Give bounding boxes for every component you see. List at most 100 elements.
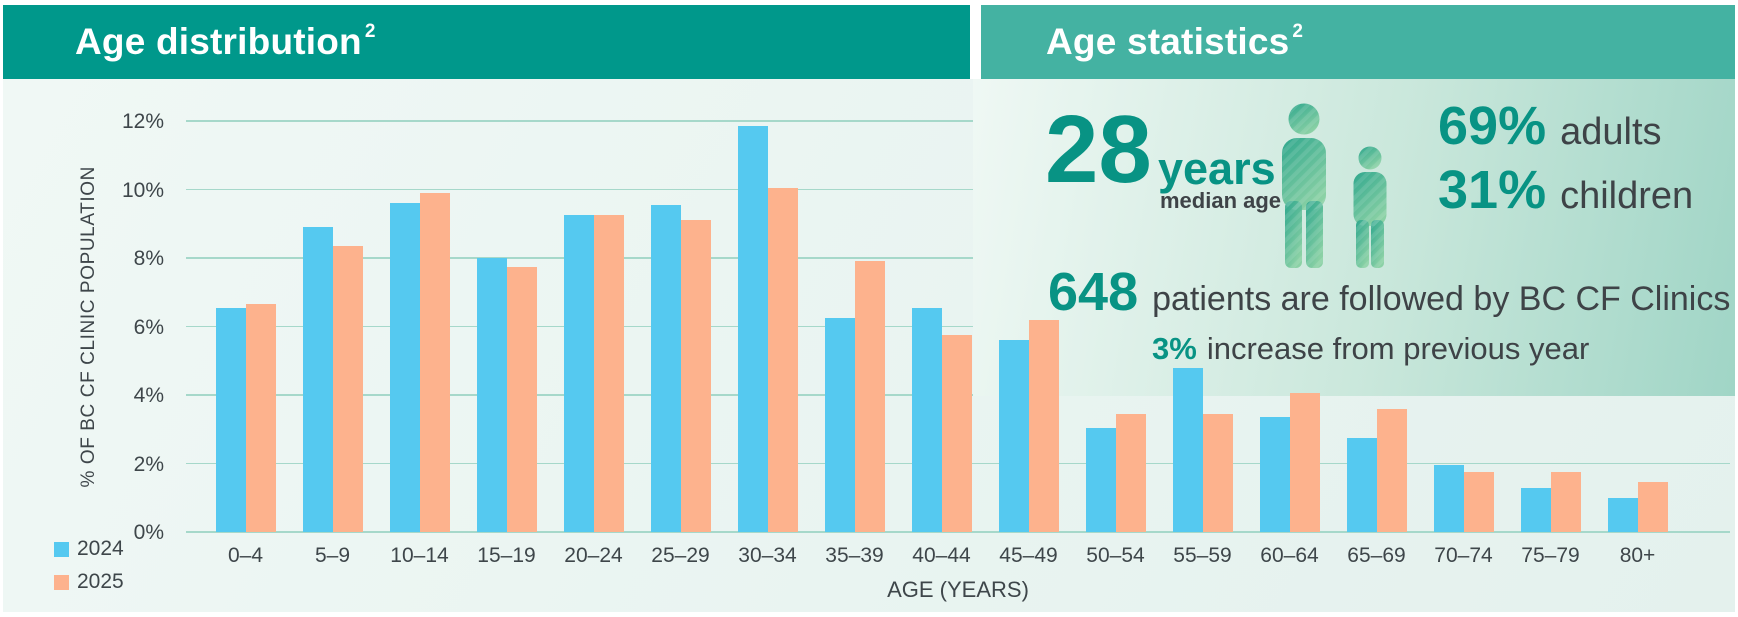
bar-group-15–19 [463,258,550,532]
bar-2024-35–39 [824,317,855,532]
x-axis-title: AGE (YEARS) [887,577,1029,602]
x-axis-tick-labels: 0–4 5–9 10–14 15–19 20–24 25–29 30–34 35–39 40–4… [186,544,1730,568]
x-tick-label: 40–44 [912,544,971,567]
bar-2025-5–9 [332,246,363,532]
increase-percentage: 3% [1152,331,1197,366]
children-label: children [1560,175,1694,217]
x-tick-label: 65–69 [1347,544,1406,567]
children-percentage: 31% [1438,160,1547,220]
x-tick-label: 0–4 [227,544,264,567]
bar-group-20–24 [550,215,637,532]
increase-label: increase from previous year [1206,331,1590,366]
age-distribution-title: Age distribution [75,21,362,62]
bar-group-65–69 [1333,408,1420,532]
bar-group-5–9 [289,227,376,532]
bar-2025-25–29 [680,220,711,532]
gridline-0pct [186,531,1730,533]
patients-count-label: patients are followed by BC CF Clinics [1152,280,1731,318]
adults-label: adults [1560,111,1662,153]
children-row: 31% children [1438,159,1694,220]
age-distribution-header: Age distribution 2 [3,5,970,79]
adults-percentage: 69% [1438,96,1547,156]
age-statistics-title: Age statistics [1046,21,1290,62]
age-statistics-footnote-superscript: 2 [1292,21,1303,42]
legend-swatch-2024 [54,541,69,557]
patients-count-value: 648 [1048,262,1139,322]
y-axis-tick-labels: 0% 2% 4% 6% 8% 10% 12% [90,110,174,544]
x-tick-label: 5–9 [314,544,351,567]
y-tick-label: 2% [133,452,164,476]
bar-2024-15–19 [476,258,507,532]
adults-children-split: 69% adults 31% children [1438,95,1694,220]
x-tick-label: 55–59 [1173,544,1232,567]
age-distribution-footnote-superscript: 2 [364,21,376,42]
bar-2024-40–44 [911,307,942,532]
bar-2024-10–14 [389,203,420,532]
bar-group-60–64 [1246,393,1333,532]
bar-2025-65–69 [1376,408,1407,532]
bar-2024-60–64 [1259,417,1290,532]
x-tick-label: 30–34 [738,544,797,567]
gridline-6pct [186,325,1730,328]
x-tick-label: 10–14 [390,544,449,567]
adult-person-icon [1282,103,1326,268]
median-age-unit: years [1158,143,1276,194]
x-tick-label: 20–24 [564,544,623,567]
bar-group-40–44 [898,307,985,532]
bar-2025-45–49 [1028,319,1059,532]
bar-2025-15–19 [506,266,537,532]
legend-item-2025: 2025 [54,570,124,594]
median-age-label: median age [1160,188,1282,213]
y-axis-title-wrap: % OF BC CF CLINIC POPULATION [74,121,104,532]
bar-2025-30–34 [767,187,798,532]
y-tick-label: 12% [121,110,164,133]
bar-2025-80+ [1637,482,1668,532]
x-tick-label: 70–74 [1434,544,1493,567]
bar-2024-80+ [1607,497,1638,532]
y-tick-label: 10% [121,178,164,202]
bar-2024-20–24 [563,215,594,532]
bar-2025-10–14 [419,192,450,532]
bar-2025-0–4 [245,304,276,532]
bar-2024-5–9 [302,227,333,532]
x-tick-label: 80+ [1619,544,1656,567]
bar-group-80+ [1594,482,1681,532]
bar-group-35–39 [811,261,898,532]
bar-group-25–29 [637,204,724,532]
bar-group-50–54 [1072,413,1159,532]
gridline-8pct [186,257,1730,259]
x-tick-label: 35–39 [825,544,884,567]
people-icons [1273,103,1393,268]
median-age-value: 28 [1045,96,1152,203]
legend-label-2025: 2025 [77,570,124,593]
bar-group-70–74 [1420,465,1507,532]
bar-2024-70–74 [1433,465,1464,532]
bar-2024-45–49 [998,340,1029,532]
bar-2025-40–44 [941,335,972,532]
y-tick-label: 0% [133,521,164,544]
legend-label-2024: 2024 [77,537,124,560]
x-tick-label: 60–64 [1260,544,1319,567]
bar-2025-60–64 [1289,393,1320,532]
x-tick-label: 45–49 [999,544,1058,567]
y-tick-label: 8% [133,247,164,270]
legend-swatch-2025 [54,574,69,590]
legend-item-2024: 2024 [54,537,124,561]
bar-2025-55–59 [1202,413,1233,532]
gridline-12pct [186,120,1730,122]
bar-2024-65–69 [1346,437,1377,532]
bar-2024-50–54 [1085,427,1116,532]
bars-layer [186,121,1730,532]
patients-count-row: 648 patients are followed by BC CF Clini… [1048,261,1730,323]
chart-legend: 2024 2025 [54,537,124,594]
bar-2025-20–24 [593,215,624,532]
bar-2024-75–79 [1520,487,1551,532]
x-tick-label: 15–19 [477,544,536,567]
bar-2024-55–59 [1172,367,1203,532]
bar-group-30–34 [724,126,811,532]
increase-row: 3% increase from previous year [1152,331,1589,367]
age-statistics-panel: 28 years median age [973,79,1735,396]
y-tick-label: 6% [133,315,164,339]
age-statistics-header: Age statistics 2 [981,5,1735,79]
